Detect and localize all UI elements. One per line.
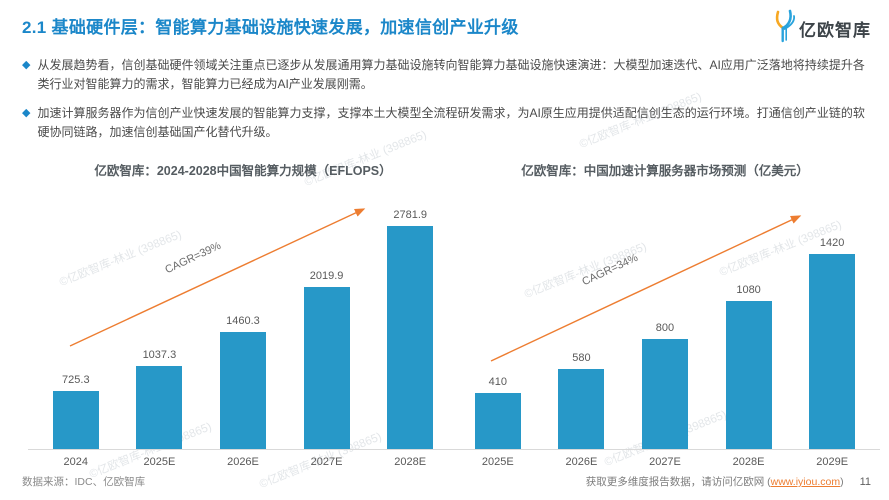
x-axis-tick-label: 2028E	[732, 456, 765, 468]
diamond-bullet-icon: ◆	[22, 106, 31, 119]
summary-bullets: ◆ 从发展趋势看，信创基础硬件领域关注重点已逐步从发展通用算力基础设施转向智能算…	[22, 56, 870, 152]
page-title: 2.1 基础硬件层：智能算力基础设施快速发展，加速信创产业升级	[22, 18, 519, 37]
bar-column: 1037.3	[123, 349, 195, 449]
bar	[303, 287, 350, 449]
bar-value-label: 1420	[819, 237, 845, 249]
chart-title: 亿欧智库：中国加速计算服务器市场预测（亿美元）	[521, 164, 809, 178]
yiou-logo: 亿欧智库	[770, 9, 871, 48]
footer-cta-suffix: )	[840, 476, 844, 488]
cagr-annotation: CAGR=39%	[163, 239, 223, 277]
chart-computing-power-scale: 亿欧智库：2024-2028中国智能算力规模（EFLOPS） CAGR=39% …	[28, 160, 458, 468]
chart-server-market-forecast: 亿欧智库：中国加速计算服务器市场预测（亿美元） CAGR=34% 410 580 8…	[450, 160, 880, 468]
plot-area: CAGR=39% 725.3 1037.3 1460.3 2019.9 2781.9	[28, 192, 458, 450]
x-axis-tick-label: 2029E	[816, 456, 849, 468]
plot-area: CAGR=34% 410 580 800 1080 1420	[450, 192, 880, 450]
bar-value-label: 2781.9	[393, 209, 427, 221]
bullet-text: 加速计算服务器作为信创产业快速发展的智能算力支撑，支撑本土大模型全流程研发需求，…	[37, 105, 865, 140]
bar-column: 580	[545, 352, 617, 449]
page-number: 11	[859, 476, 871, 488]
bar-column: 2781.9	[374, 209, 446, 449]
chart-title: 亿欧智库：2024-2028中国智能算力规模（EFLOPS）	[94, 164, 392, 178]
x-axis-labels: 2024 2025E 2026E 2027E 2028E	[28, 456, 458, 468]
bar-column: 410	[462, 376, 534, 449]
x-axis-tick-label: 2025E	[143, 456, 176, 468]
x-axis-tick-label: 2027E	[649, 456, 681, 468]
bar-column: 1080	[713, 284, 785, 449]
footer-right: 获取更多维度报告数据，请访问亿欧网 (www.iyiou.com) 11	[586, 474, 871, 489]
bar-value-label: 2019.9	[309, 270, 344, 282]
bullet-item: ◆ 从发展趋势看，信创基础硬件领域关注重点已逐步从发展通用算力基础设施转向智能算…	[22, 56, 870, 95]
diamond-bullet-icon: ◆	[22, 59, 31, 71]
x-axis-tick-label: 2028E	[394, 456, 427, 468]
bar	[809, 254, 856, 449]
bar-value-label: 580	[572, 352, 591, 364]
bar	[558, 369, 605, 449]
yiou-logo-text: 亿欧智库	[799, 21, 871, 40]
bar-value-label: 1037.3	[142, 349, 177, 361]
footer-cta-prefix: 获取更多维度报告数据，请访问亿欧网 (	[585, 476, 771, 488]
bar	[641, 339, 688, 449]
bar	[52, 391, 99, 449]
x-axis-tick-label: 2026E	[565, 456, 598, 468]
bar	[725, 301, 772, 449]
x-axis-tick-label: 2027E	[310, 456, 343, 468]
footer-cta: 获取更多维度报告数据，请访问亿欧网 (www.iyiou.com)	[586, 474, 844, 489]
x-axis-tick-label: 2025E	[481, 456, 514, 468]
bar-value-label: 1080	[736, 284, 761, 296]
bar-value-label: 725.3	[62, 374, 90, 386]
bar-value-label: 800	[655, 322, 675, 334]
x-axis-tick-label: 2024	[63, 456, 89, 468]
bar-column: 800	[629, 322, 701, 449]
iyiou-link[interactable]: www.iyiou.com	[770, 476, 841, 488]
bar-value-label: 410	[488, 376, 507, 388]
x-axis-tick-label: 2026E	[227, 456, 259, 468]
x-axis-labels: 2025E 2026E 2027E 2028E 2029E	[450, 456, 880, 468]
bar-value-label: 1460.3	[226, 315, 260, 327]
bar	[474, 393, 521, 449]
bar	[387, 226, 434, 449]
bar	[136, 366, 183, 449]
bar-column: 1420	[796, 237, 868, 449]
data-source-note: 数据来源：IDC、亿欧智库	[22, 476, 146, 488]
yiou-logo-icon	[770, 9, 796, 48]
cagr-annotation: CAGR=34%	[580, 251, 640, 289]
bullet-item: ◆ 加速计算服务器作为信创产业快速发展的智能算力支撑，支撑本土大模型全流程研发需…	[22, 104, 870, 143]
bar-column: 2019.9	[291, 270, 363, 449]
bar-column: 725.3	[40, 374, 112, 449]
bar	[219, 332, 266, 449]
bullet-text: 从发展趋势看，信创基础硬件领域关注重点已逐步从发展通用算力基础设施转向智能算力基…	[37, 58, 865, 92]
bar-column: 1460.3	[207, 315, 279, 449]
